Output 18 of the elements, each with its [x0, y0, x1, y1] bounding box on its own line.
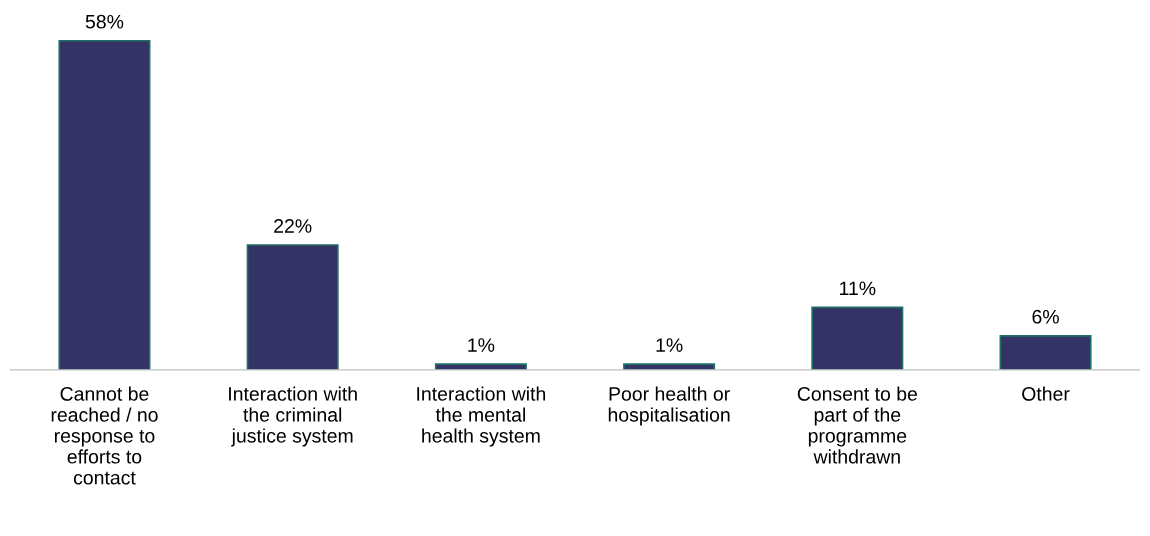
data-label: 6%	[1032, 309, 1059, 324]
bar	[434, 363, 527, 370]
bar	[999, 334, 1092, 370]
x-tick-label: Poor health or hospitalisation	[608, 386, 730, 426]
x-tick-label: Interaction with the mental health system	[417, 386, 546, 447]
bar	[58, 39, 151, 370]
data-label: 1%	[468, 338, 495, 352]
data-label: 1%	[656, 338, 683, 352]
x-tick-label: Interaction with the criminal justice system	[229, 386, 357, 447]
x-tick-label: Consent to be part of the programme withdrawn	[797, 386, 917, 464]
bar	[246, 244, 339, 370]
bar	[623, 363, 716, 370]
data-label: 58%	[85, 14, 124, 29]
x-tick-label: Cannot be reached / no response to efforts to contact	[51, 386, 158, 485]
bar	[811, 306, 904, 370]
data-label: 11%	[840, 281, 876, 296]
data-label: 22%	[274, 219, 312, 233]
x-tick-label: Other	[1022, 386, 1070, 401]
